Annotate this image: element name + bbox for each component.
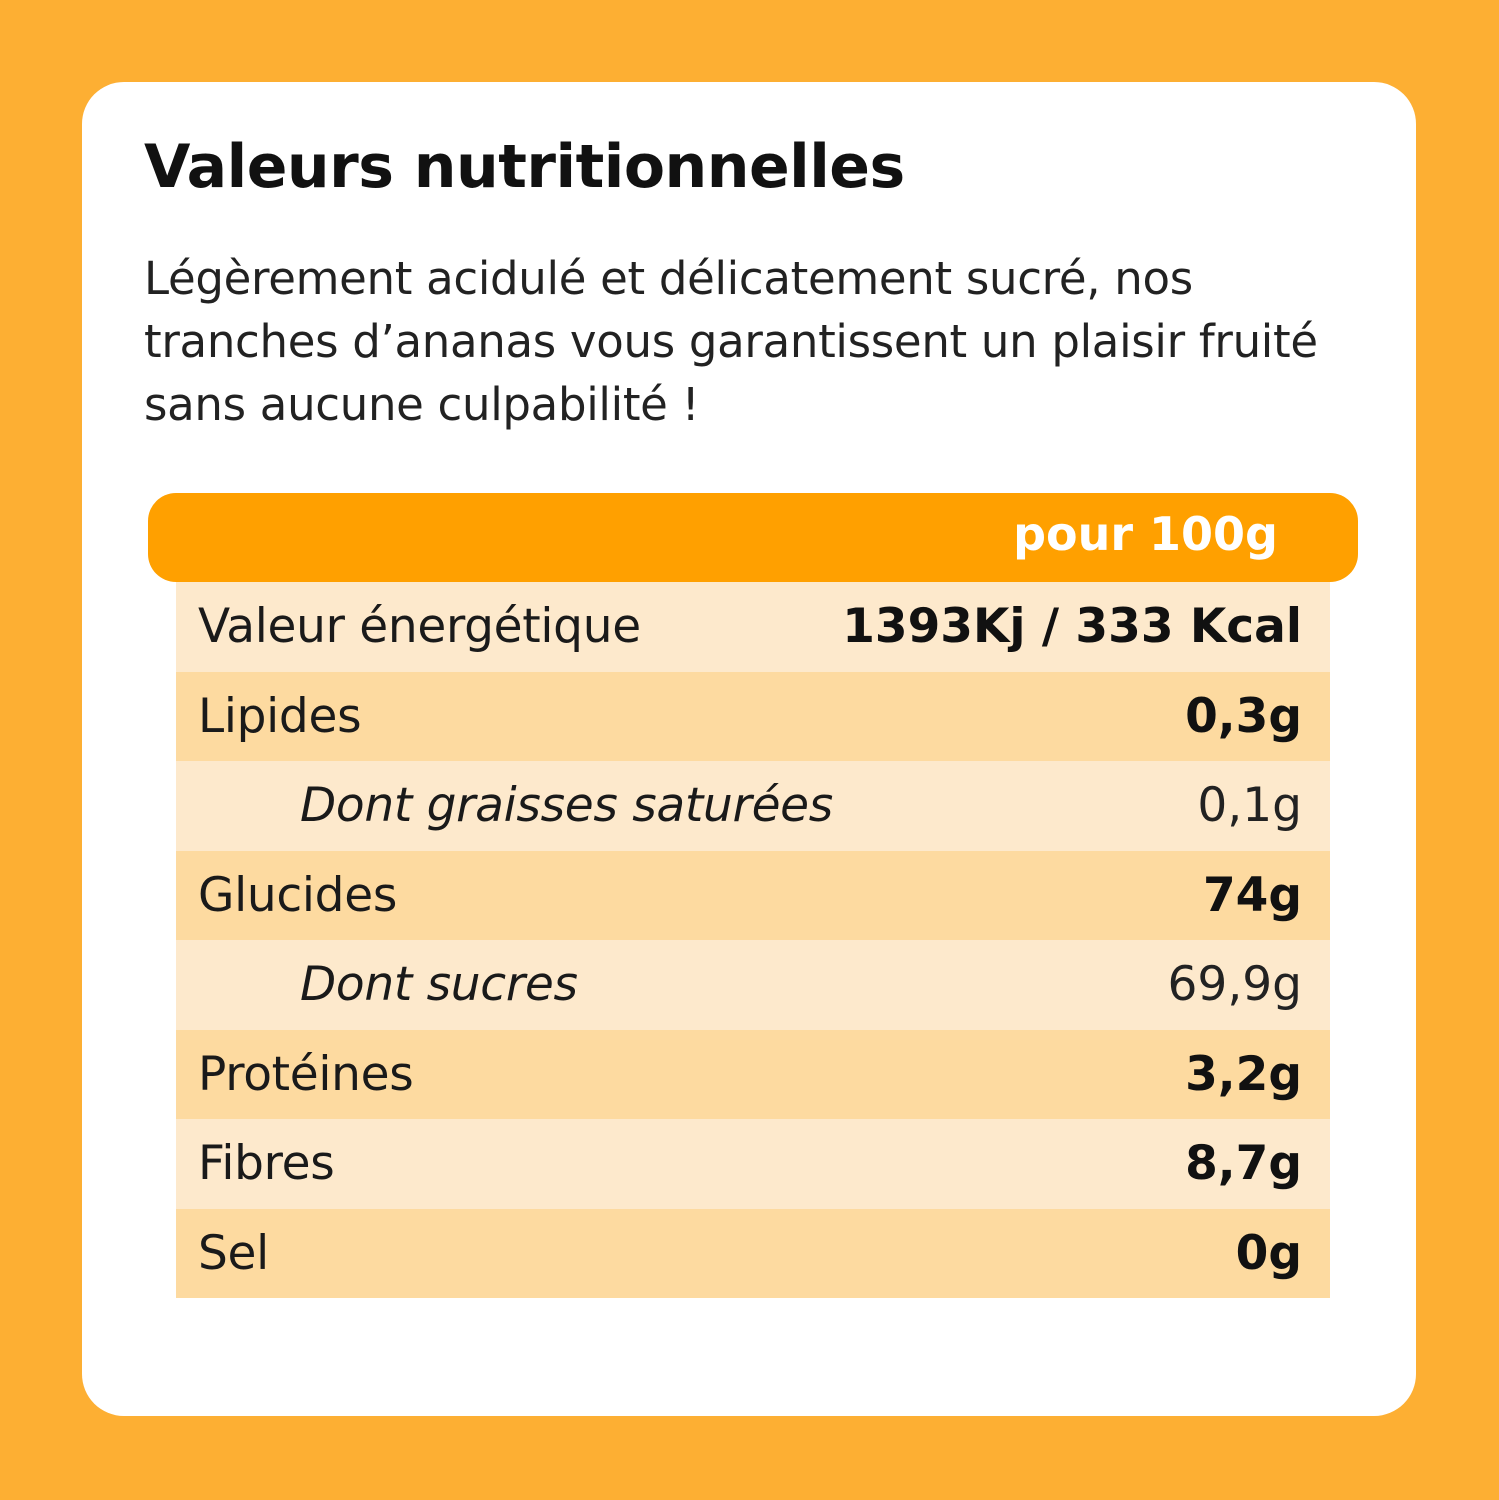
table-row-proteines: Protéines 3,2g: [176, 1029, 1330, 1119]
table-row-fibres: Fibres 8,7g: [176, 1119, 1330, 1209]
table-row-glucides: Glucides 74g: [176, 850, 1330, 940]
row-value: 1393Kj / 333 Kcal: [842, 599, 1302, 655]
row-value: 0g: [1235, 1225, 1302, 1281]
row-value: 74g: [1202, 867, 1302, 923]
per-100g-label: pour 100g: [1013, 507, 1278, 561]
row-value: 0,1g: [1197, 778, 1302, 834]
row-label: Protéines: [198, 1046, 414, 1102]
row-label: Dont sucres: [300, 957, 578, 1013]
row-value: 8,7g: [1185, 1136, 1302, 1192]
table-header-bar: pour 100g: [148, 493, 1358, 582]
row-label: Dont graisses saturées: [300, 778, 833, 834]
nutrition-card: Valeurs nutritionnelles Légèrement acidu…: [82, 82, 1416, 1416]
row-value: 69,9g: [1167, 957, 1302, 1013]
card-description: Légèrement acidulé et délicatement sucré…: [144, 252, 1318, 431]
row-value: 3,2g: [1185, 1046, 1302, 1102]
table-row-lipides: Lipides 0,3g: [176, 671, 1330, 761]
row-label: Valeur énergétique: [198, 599, 641, 655]
row-label: Fibres: [198, 1136, 335, 1192]
row-label: Glucides: [198, 867, 398, 923]
table-row-sel: Sel 0g: [176, 1208, 1330, 1298]
table-row-saturated-fat: Dont graisses saturées 0,1g: [176, 761, 1330, 851]
table-row-energy: Valeur énergétique 1393Kj / 333 Kcal: [176, 582, 1330, 672]
nutrition-table: Valeur énergétique 1393Kj / 333 Kcal Lip…: [176, 582, 1330, 1298]
row-label: Lipides: [198, 688, 362, 744]
card-title: Valeurs nutritionnelles: [144, 132, 905, 202]
row-value: 0,3g: [1185, 688, 1302, 744]
table-row-sugars: Dont sucres 69,9g: [176, 940, 1330, 1030]
row-label: Sel: [198, 1225, 269, 1281]
